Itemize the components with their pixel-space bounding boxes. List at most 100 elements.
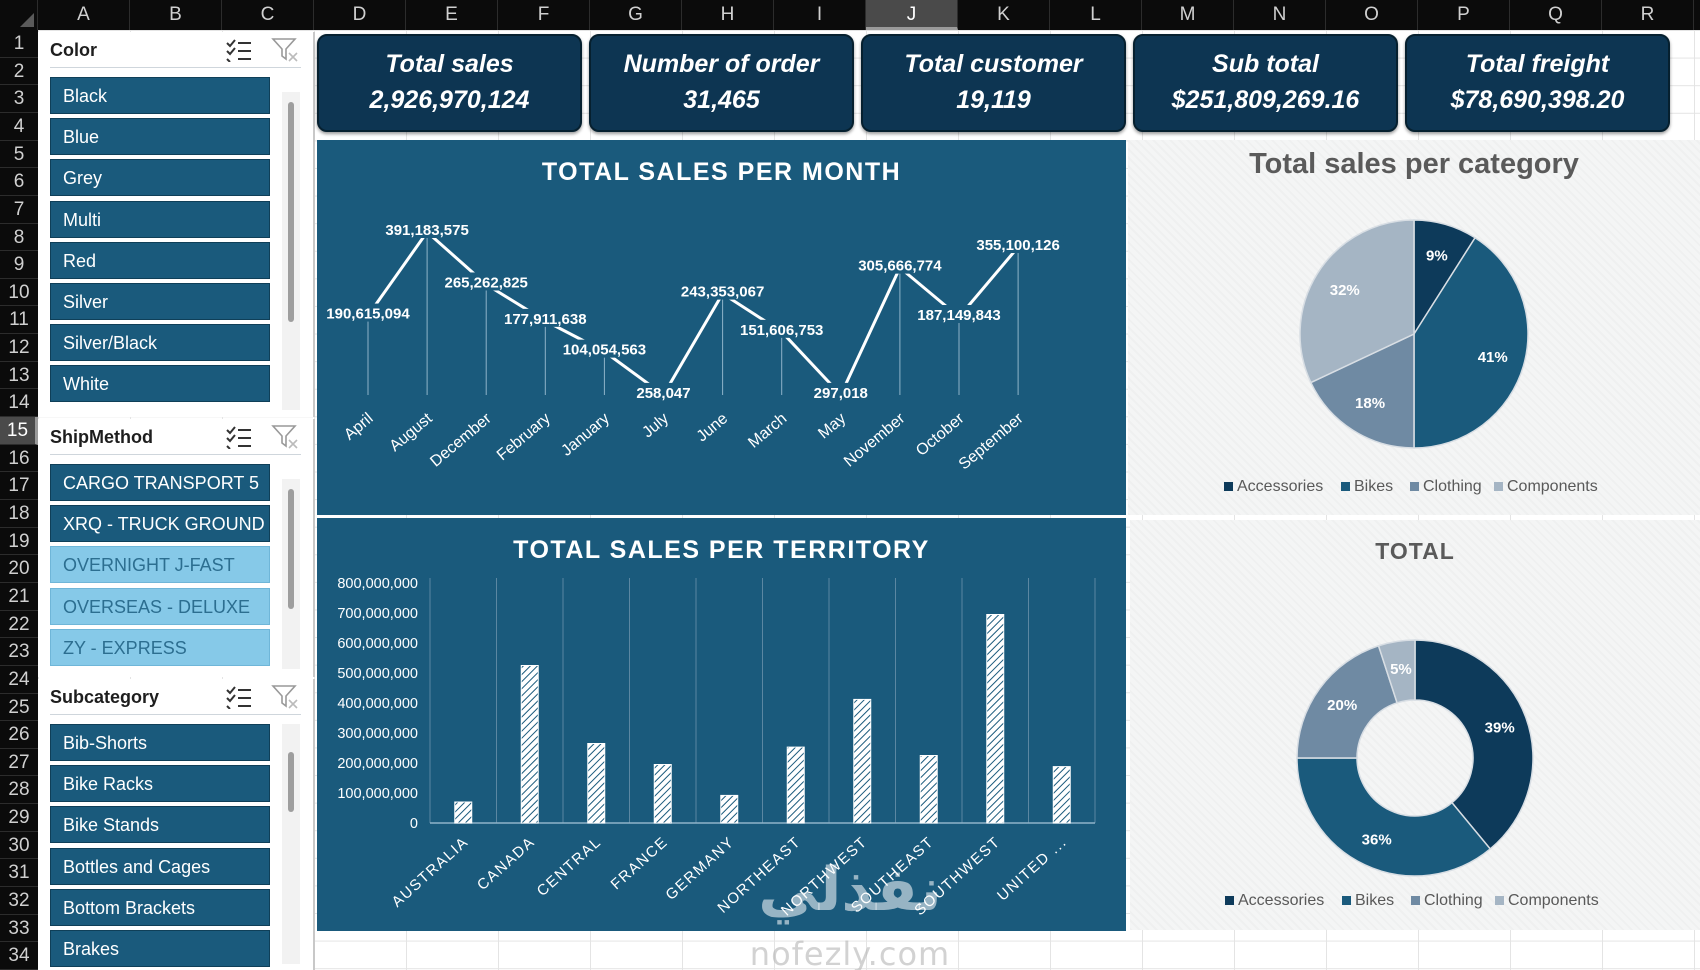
slice-clothing[interactable] — [1296, 644, 1399, 759]
select-all-corner[interactable] — [0, 0, 38, 30]
slicer-item-zy-express[interactable]: ZY - EXPRESS — [50, 628, 270, 666]
bar-australia[interactable] — [454, 801, 473, 824]
sales-per-territory-chart[interactable]: TOTAL SALES PER TERRITORY 0 100,000,000 20… — [317, 518, 1126, 931]
column-header-i[interactable]: I — [774, 0, 866, 30]
slicer-item-white[interactable]: White — [50, 365, 270, 403]
row-header-21[interactable]: 21 — [0, 583, 38, 611]
row-header-30[interactable]: 30 — [0, 832, 38, 860]
slicer-item-grey[interactable]: Grey — [50, 159, 270, 197]
slicer-item-brakes[interactable]: Brakes — [50, 930, 270, 967]
multi-select-icon[interactable] — [225, 685, 253, 709]
slice-bikes[interactable] — [1296, 757, 1492, 877]
sales-per-category-chart[interactable]: Total sales per category 9% 41% 18% 32% Acce… — [1128, 140, 1700, 515]
column-header-k[interactable]: K — [958, 0, 1050, 30]
slicer-scroll-thumb[interactable] — [288, 489, 294, 609]
row-header-15[interactable]: 15 — [0, 417, 38, 445]
multi-select-icon[interactable] — [225, 38, 253, 62]
column-header-m[interactable]: M — [1142, 0, 1234, 30]
column-header-b[interactable]: B — [130, 0, 222, 30]
legend-entry[interactable]: Components — [1508, 892, 1599, 909]
clear-filter-icon[interactable] — [271, 684, 299, 710]
row-header-3[interactable]: 3 — [0, 85, 38, 113]
total-doughnut-chart[interactable]: TOTAL 39% 36% 20% 5% Accessories Bikes Clothin… — [1130, 520, 1700, 930]
row-header-9[interactable]: 9 — [0, 251, 38, 279]
slice-components[interactable] — [1299, 219, 1415, 384]
bar-central[interactable] — [587, 743, 606, 824]
bar-northeast[interactable] — [786, 746, 805, 824]
slice-accessories[interactable] — [1414, 639, 1534, 850]
bar-canada[interactable] — [520, 665, 539, 824]
column-header-q[interactable]: Q — [1510, 0, 1602, 30]
row-header-5[interactable]: 5 — [0, 141, 38, 169]
column-header-d[interactable]: D — [314, 0, 406, 30]
row-header-27[interactable]: 27 — [0, 749, 38, 777]
column-header-c[interactable]: C — [222, 0, 314, 30]
legend-entry[interactable]: Bikes — [1354, 478, 1393, 495]
slicer-item-overseas-deluxe[interactable]: OVERSEAS - DELUXE — [50, 587, 270, 625]
column-header-h[interactable]: H — [682, 0, 774, 30]
column-header-g[interactable]: G — [590, 0, 682, 30]
row-header-19[interactable]: 19 — [0, 528, 38, 556]
slicer-item-xrq-truck-ground[interactable]: XRQ - TRUCK GROUND — [50, 505, 270, 543]
row-header-12[interactable]: 12 — [0, 334, 38, 362]
slicer-scroll-thumb[interactable] — [288, 102, 294, 322]
legend-entry[interactable]: Accessories — [1237, 478, 1323, 495]
row-header-14[interactable]: 14 — [0, 389, 38, 418]
slicer-item-blue[interactable]: Blue — [50, 118, 270, 156]
column-header-j[interactable]: J — [866, 0, 958, 30]
row-header-28[interactable]: 28 — [0, 776, 38, 805]
multi-select-icon[interactable] — [225, 425, 253, 449]
slicer-item-bottom-brackets[interactable]: Bottom Brackets — [50, 888, 270, 926]
legend-entry[interactable]: Clothing — [1424, 892, 1483, 909]
column-header-n[interactable]: N — [1234, 0, 1326, 30]
bar-germany[interactable] — [720, 794, 739, 824]
row-header-4[interactable]: 4 — [0, 113, 38, 141]
column-header-a[interactable]: A — [38, 0, 130, 30]
slicer-item-bib-shorts[interactable]: Bib-Shorts — [50, 724, 270, 761]
row-header-29[interactable]: 29 — [0, 804, 38, 832]
slicer-item-cargo-transport-5[interactable]: CARGO TRANSPORT 5 — [50, 464, 270, 501]
slicer-scrollbar[interactable] — [282, 92, 300, 410]
column-header-f[interactable]: F — [498, 0, 590, 30]
slice-components[interactable] — [1377, 639, 1416, 704]
row-header-24[interactable]: 24 — [0, 666, 38, 694]
slice-bikes[interactable] — [1413, 236, 1529, 449]
slicer-item-bike-stands[interactable]: Bike Stands — [50, 806, 270, 844]
slicer-item-bottles-and-cages[interactable]: Bottles and Cages — [50, 847, 270, 885]
slicer-item-black[interactable]: Black — [50, 77, 270, 114]
row-header-26[interactable]: 26 — [0, 721, 38, 749]
row-header-32[interactable]: 32 — [0, 887, 38, 915]
row-header-18[interactable]: 18 — [0, 500, 38, 528]
sales-per-month-chart[interactable]: TOTAL SALES PER MONTH 190,615,094 391,183… — [317, 140, 1126, 515]
slicer-scrollbar[interactable] — [282, 724, 300, 964]
slicer-item-overnight-j-fast[interactable]: OVERNIGHT J-FAST — [50, 546, 270, 584]
row-header-33[interactable]: 33 — [0, 915, 38, 943]
row-header-13[interactable]: 13 — [0, 362, 38, 390]
column-header-l[interactable]: L — [1050, 0, 1142, 30]
legend-entry[interactable]: Bikes — [1355, 892, 1394, 909]
row-header-7[interactable]: 7 — [0, 196, 38, 224]
slicer-item-silver-black[interactable]: Silver/Black — [50, 324, 270, 362]
row-header-25[interactable]: 25 — [0, 694, 38, 722]
column-header-e[interactable]: E — [406, 0, 498, 30]
slicer-item-multi[interactable]: Multi — [50, 200, 270, 238]
row-header-11[interactable]: 11 — [0, 306, 38, 335]
slicer-item-silver[interactable]: Silver — [50, 283, 270, 320]
row-header-10[interactable]: 10 — [0, 279, 38, 307]
bar-united-[interactable] — [1052, 766, 1071, 824]
bar-france[interactable] — [653, 764, 672, 824]
row-header-8[interactable]: 8 — [0, 224, 38, 252]
legend-entry[interactable]: Components — [1507, 478, 1598, 495]
bar-southwest[interactable] — [986, 614, 1005, 824]
column-header-r[interactable]: R — [1602, 0, 1694, 30]
row-header-2[interactable]: 2 — [0, 58, 38, 86]
row-header-34[interactable]: 34 — [0, 942, 38, 970]
slice-clothing[interactable] — [1309, 332, 1415, 449]
row-header-22[interactable]: 22 — [0, 611, 38, 639]
bar-southeast[interactable] — [919, 755, 938, 824]
bar-northwest[interactable] — [853, 698, 872, 824]
row-header-23[interactable]: 23 — [0, 638, 38, 666]
legend-entry[interactable]: Clothing — [1423, 478, 1482, 495]
row-header-20[interactable]: 20 — [0, 555, 38, 583]
row-header-1[interactable]: 1 — [0, 30, 38, 58]
